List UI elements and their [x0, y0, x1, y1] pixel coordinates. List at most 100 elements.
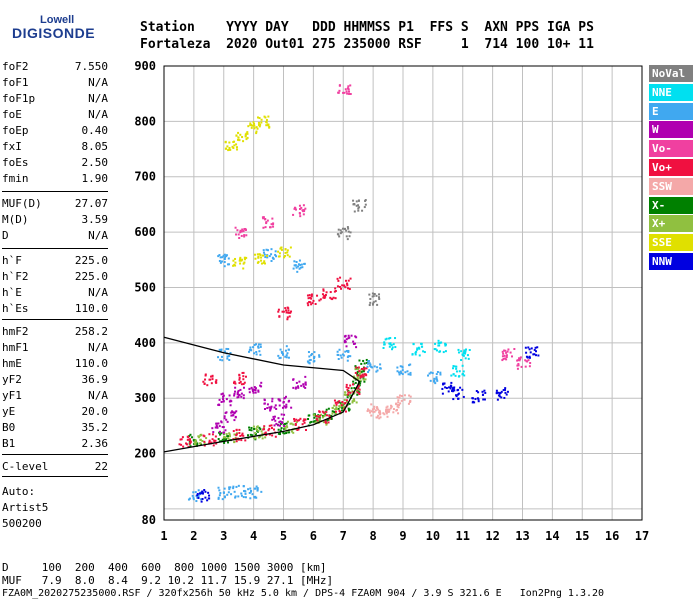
param-name: foF2: [2, 60, 29, 73]
param-name: B1: [2, 437, 16, 450]
data-point-nne: [450, 364, 466, 378]
data-point-nne: [411, 342, 426, 357]
data-point-vo-: [261, 216, 275, 229]
legend-item-ssw: SSW: [649, 177, 693, 195]
x-tick-label: 14: [545, 529, 559, 543]
data-point-w: [277, 395, 293, 409]
x-tick-label: 13: [515, 529, 529, 543]
data-point-sse: [254, 253, 268, 265]
param-row: yE 20.0: [2, 405, 108, 421]
y-tick-label: 80: [142, 513, 156, 527]
param-row: C-level 22: [2, 460, 108, 476]
param-name: h`Es: [2, 302, 29, 315]
param-name: B0: [2, 421, 16, 434]
data-point-noval: [336, 226, 352, 241]
param-row: fxI 8.05: [2, 140, 108, 156]
legend-item-nne: NNE: [649, 83, 693, 101]
data-point-nnw: [495, 387, 509, 401]
legend-item-x-: X+: [649, 215, 693, 233]
param-row: foE N/A: [2, 108, 108, 124]
data-point-x-: [283, 420, 298, 434]
param-name: fmin: [2, 172, 29, 185]
param-name: hmE: [2, 357, 22, 370]
x-tick-label: 6: [310, 529, 317, 543]
data-point-nnw: [524, 346, 540, 359]
data-point-sse: [256, 115, 271, 129]
param-row: B1 2.36: [2, 437, 108, 453]
param-value: 225.0: [74, 270, 108, 283]
data-point-w: [271, 413, 286, 427]
param-row: yF2 36.9: [2, 373, 108, 389]
param-name: foE: [2, 108, 22, 121]
distance-row: D 100 200 400 600 800 1000 1500 3000 [km…: [2, 561, 327, 574]
data-point-nne: [382, 336, 397, 351]
x-tick-label: 11: [456, 529, 470, 543]
data-point-e: [277, 345, 290, 360]
data-point-vo-: [202, 433, 218, 447]
param-name: h`F: [2, 254, 22, 267]
y-tick-label: 700: [134, 170, 156, 184]
param-name: fxI: [2, 140, 22, 153]
data-point-sse: [224, 140, 239, 152]
param-value: 110.0: [74, 357, 108, 370]
data-point-vo-: [336, 276, 352, 291]
param-name: yF1: [2, 389, 22, 402]
autoscale-info: Auto: Artist5 500200: [2, 484, 48, 532]
param-value: 1.90: [81, 172, 109, 185]
param-value: 258.2: [74, 325, 108, 338]
logo-lowell: Lowell: [40, 14, 75, 26]
data-point-ssw: [396, 394, 412, 407]
param-name: M(D): [2, 213, 29, 226]
param-row: fmin 1.90: [2, 172, 108, 188]
param-name: MUF(D): [2, 197, 42, 210]
param-value: N/A: [88, 389, 108, 402]
param-name: h`F2: [2, 270, 29, 283]
x-tick-label: 2: [190, 529, 197, 543]
data-point-e: [217, 347, 232, 362]
legend-item-vo-: Vo+: [649, 159, 693, 176]
data-point-e: [187, 489, 202, 503]
data-point-e: [262, 248, 278, 263]
data-point-e: [217, 253, 231, 268]
data-point-e: [247, 485, 263, 500]
data-point-e: [396, 363, 412, 376]
param-value: 2.50: [81, 156, 109, 169]
data-point-vo-: [292, 204, 307, 218]
data-point-noval: [368, 292, 381, 307]
data-point-e: [336, 348, 352, 362]
param-name: hmF1: [2, 341, 29, 354]
legend-item-noval: NoVal: [649, 65, 693, 82]
param-row: D N/A: [2, 229, 108, 245]
data-point-vo-: [277, 306, 293, 321]
data-point-vo-: [315, 410, 331, 424]
y-tick-label: 300: [134, 391, 156, 405]
param-value: N/A: [88, 341, 108, 354]
y-tick-label: 400: [134, 336, 156, 350]
param-separator: [2, 476, 108, 477]
param-value: N/A: [88, 76, 108, 89]
data-point-w: [248, 381, 263, 394]
plot-frame: [163, 65, 643, 521]
param-row: hmF1 N/A: [2, 341, 108, 357]
legend-item-x-: X-: [649, 196, 693, 214]
data-point-nne: [457, 348, 471, 362]
y-tick-label: 800: [134, 114, 156, 128]
param-value: 20.0: [81, 405, 109, 418]
x-tick-label: 17: [635, 529, 649, 543]
y-tick-label: 500: [134, 280, 156, 294]
data-point-ssw: [385, 402, 400, 415]
x-tick-label: 12: [485, 529, 499, 543]
param-value: 8.05: [81, 140, 109, 153]
legend-item-nnw: NNW: [649, 253, 693, 270]
x-tick-label: 16: [605, 529, 619, 543]
param-name: yF2: [2, 373, 22, 386]
param-row: M(D) 3.59: [2, 213, 108, 229]
param-value: 7.550: [74, 60, 108, 73]
x-tick-label: 9: [399, 529, 406, 543]
y-tick-label: 600: [134, 225, 156, 239]
legend-item-vo-: Vo-: [649, 140, 693, 158]
data-point-e: [248, 343, 262, 356]
param-row: hmF2 258.2: [2, 325, 108, 341]
param-name: hmF2: [2, 325, 29, 338]
param-value: N/A: [88, 286, 108, 299]
